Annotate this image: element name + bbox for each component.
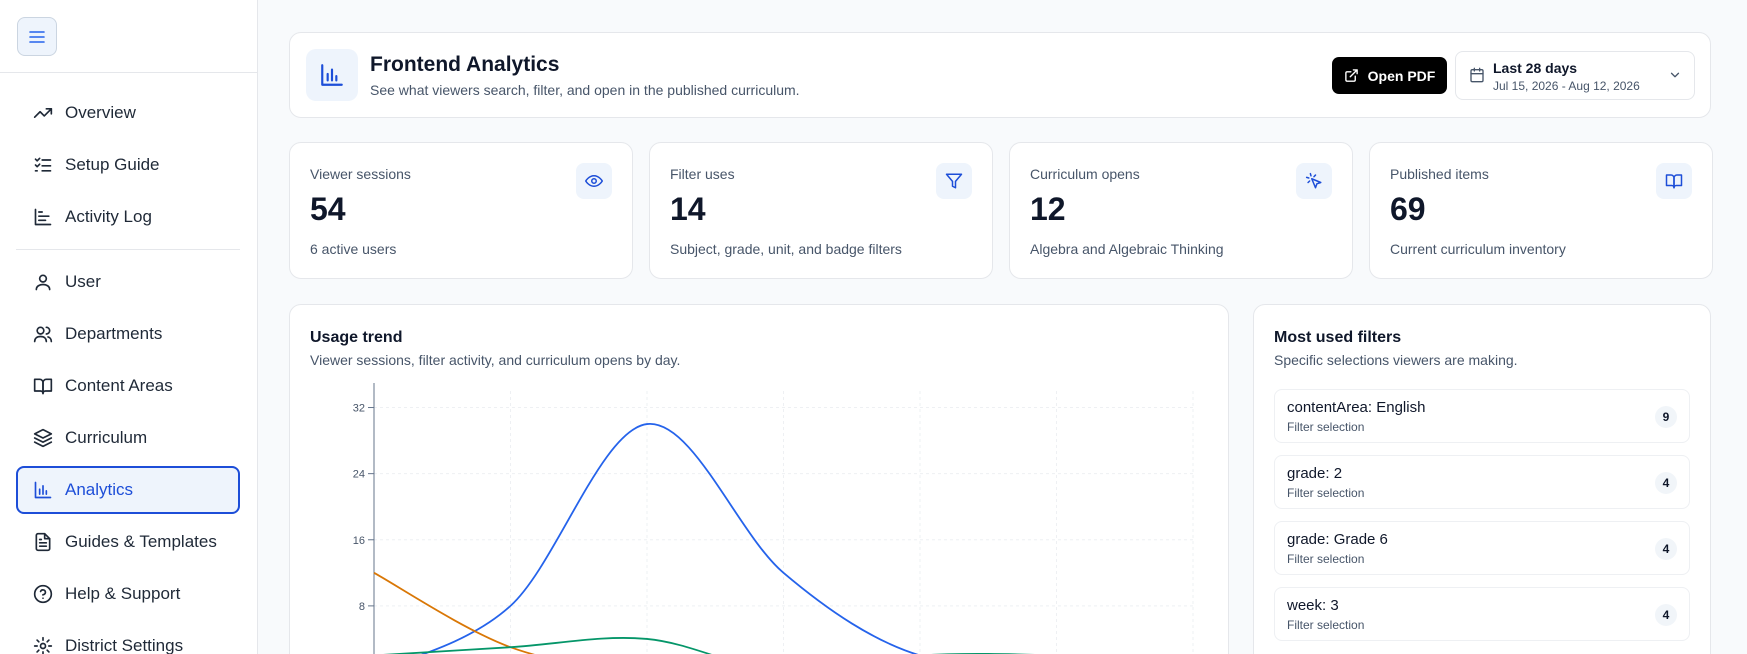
- most-used-filters-card: Most used filters Specific selections vi…: [1253, 304, 1711, 654]
- chevron-down-icon: [1668, 68, 1682, 87]
- list-item[interactable]: grade: 2 Filter selection 4: [1274, 455, 1690, 509]
- sidebar-item-label: Guides & Templates: [65, 532, 217, 551]
- open-pdf-button[interactable]: Open PDF: [1332, 57, 1447, 94]
- sidebar-item-guides-templates[interactable]: Guides & Templates: [16, 518, 240, 566]
- date-range-select[interactable]: Last 28 days Jul 15, 2026 - Aug 12, 2026: [1455, 51, 1695, 100]
- count-badge: 9: [1655, 406, 1677, 428]
- sidebar-item-departments[interactable]: Departments: [16, 310, 240, 358]
- stat-label: Viewer sessions: [310, 166, 411, 182]
- sidebar-divider: [16, 249, 240, 250]
- sidebar-item-label: District Settings: [65, 636, 184, 654]
- stat-subtext: 6 active users: [310, 241, 397, 257]
- stat-card-published-items: Published items 69 Current curriculum in…: [1369, 142, 1713, 279]
- stat-value: 12: [1030, 191, 1066, 227]
- list-item[interactable]: grade: Grade 6 Filter selection 4: [1274, 521, 1690, 575]
- stat-label: Curriculum opens: [1030, 166, 1140, 182]
- sidebar-header: [0, 0, 257, 73]
- sidebar-item-overview[interactable]: Overview: [16, 89, 240, 137]
- list-item[interactable]: contentArea: English Filter selection 9: [1274, 389, 1690, 443]
- open-pdf-label: Open PDF: [1367, 67, 1436, 84]
- filter-type: Filter selection: [1287, 486, 1365, 500]
- sidebar-item-label: Help & Support: [65, 584, 181, 603]
- sidebar-item-activity-log[interactable]: Activity Log: [16, 193, 240, 241]
- count-badge: 4: [1655, 472, 1677, 494]
- filter-name: grade: Grade 6: [1287, 531, 1388, 548]
- filter-type: Filter selection: [1287, 618, 1365, 632]
- count-badge: 4: [1655, 604, 1677, 626]
- filter-type: Filter selection: [1287, 420, 1365, 434]
- usage-trend-title: Usage trend: [310, 329, 403, 346]
- users-icon: [33, 324, 53, 344]
- filter-type: Filter selection: [1287, 552, 1365, 566]
- filter-icon: [936, 163, 972, 199]
- filter-name: week: 3: [1287, 597, 1339, 614]
- menu-toggle-button[interactable]: [17, 17, 57, 56]
- sidebar-item-label: Overview: [65, 103, 136, 122]
- y-tick-label: 16: [353, 535, 365, 547]
- stat-subtext: Algebra and Algebraic Thinking: [1030, 241, 1224, 257]
- sidebar-item-label: User: [65, 272, 101, 291]
- y-tick-label: 8: [359, 601, 365, 613]
- file-text-icon: [33, 532, 53, 552]
- page-header: Frontend Analytics See what viewers sear…: [289, 32, 1711, 118]
- sidebar-item-label: Activity Log: [65, 207, 152, 226]
- bar-chart-icon: [33, 207, 53, 227]
- date-range-label: Last 28 days: [1493, 60, 1578, 76]
- series-line-2: [383, 637, 1038, 654]
- stat-label: Published items: [1390, 166, 1489, 182]
- stat-card-viewer-sessions: Viewer sessions 54 6 active users: [289, 142, 633, 279]
- count-badge: 4: [1655, 538, 1677, 560]
- trending-up-icon: [33, 103, 53, 123]
- page-title: Frontend Analytics: [370, 53, 560, 76]
- stat-value: 69: [1390, 191, 1426, 227]
- analytics-icon: [33, 480, 53, 500]
- eye-icon: [576, 163, 612, 199]
- stat-subtext: Subject, grade, unit, and badge filters: [670, 241, 902, 257]
- sidebar-item-label: Setup Guide: [65, 155, 160, 174]
- sidebar-item-curriculum[interactable]: Curriculum: [16, 414, 240, 462]
- sidebar-item-label: Content Areas: [65, 376, 173, 395]
- list-checks-icon: [33, 155, 53, 175]
- y-tick-label: 24: [353, 469, 365, 481]
- usage-trend-chart: 8 16 24 32: [353, 383, 1194, 654]
- layers-icon: [33, 428, 53, 448]
- user-icon: [33, 272, 53, 292]
- sidebar-item-label: Departments: [65, 324, 163, 343]
- page-subtitle: See what viewers search, filter, and ope…: [370, 82, 800, 98]
- sidebar: Overview Setup Guide Activity Log User D…: [0, 0, 258, 654]
- filter-name: grade: 2: [1287, 465, 1343, 482]
- sidebar-item-district-settings[interactable]: District Settings: [16, 622, 240, 654]
- sidebar-item-content-areas[interactable]: Content Areas: [16, 362, 240, 410]
- book-open-icon: [1656, 163, 1692, 199]
- filters-subtitle: Specific selections viewers are making.: [1274, 352, 1518, 368]
- stat-subtext: Current curriculum inventory: [1390, 241, 1566, 257]
- sidebar-item-label: Curriculum: [65, 428, 148, 447]
- sidebar-item-help-support[interactable]: Help & Support: [16, 570, 240, 618]
- sidebar-item-analytics[interactable]: Analytics: [16, 466, 240, 514]
- stat-value: 54: [310, 191, 346, 227]
- date-range-value: Jul 15, 2026 - Aug 12, 2026: [1493, 79, 1640, 93]
- sidebar-item-user[interactable]: User: [16, 258, 240, 306]
- help-circle-icon: [33, 584, 53, 604]
- filters-title: Most used filters: [1274, 329, 1402, 346]
- book-open-icon: [33, 376, 53, 396]
- stat-card-curriculum-opens: Curriculum opens 12 Algebra and Algebrai…: [1009, 142, 1353, 279]
- stat-value: 14: [670, 191, 706, 227]
- stat-card-filter-uses: Filter uses 14 Subject, grade, unit, and…: [649, 142, 993, 279]
- usage-trend-subtitle: Viewer sessions, filter activity, and cu…: [310, 352, 681, 368]
- external-link-icon: [1344, 68, 1359, 83]
- sidebar-item-setup-guide[interactable]: Setup Guide: [16, 141, 240, 189]
- list-item[interactable]: week: 3 Filter selection 4: [1274, 587, 1690, 641]
- calendar-icon: [1469, 67, 1485, 88]
- analytics-icon: [306, 49, 358, 101]
- gear-icon: [33, 636, 53, 654]
- usage-trend-card: Usage trend Viewer sessions, filter acti…: [289, 304, 1229, 654]
- stat-label: Filter uses: [670, 166, 735, 182]
- hamburger-icon: [29, 30, 45, 43]
- filter-name: contentArea: English: [1287, 399, 1426, 416]
- sidebar-item-label: Analytics: [65, 480, 134, 499]
- series-line-0: [421, 423, 919, 654]
- pointer-click-icon: [1296, 163, 1332, 199]
- y-tick-label: 32: [353, 403, 365, 415]
